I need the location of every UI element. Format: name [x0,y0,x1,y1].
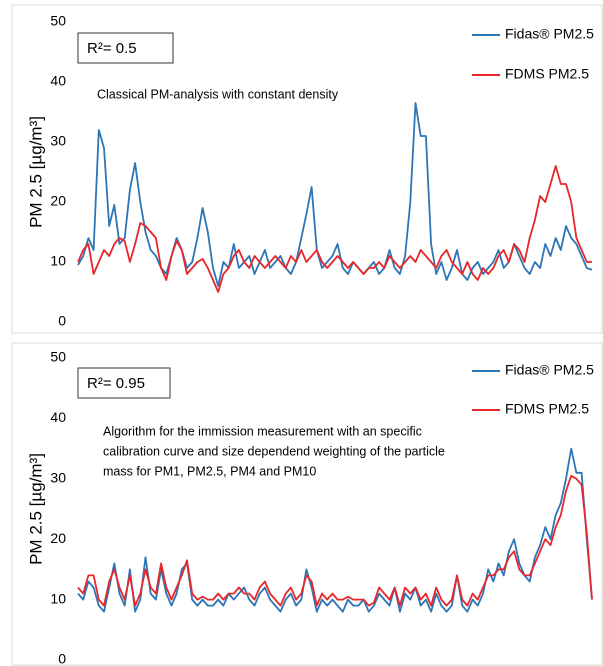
legend-label: FDMS PM2.5 [505,66,589,82]
r-squared: R²= 0.95 [87,375,145,392]
y-tick-label: 20 [50,530,66,546]
y-tick-label: 50 [50,349,66,365]
panel-frame [11,342,603,666]
legend-label: Fidas® PM2.5 [505,26,594,42]
r-squared: R²= 0.5 [87,40,137,57]
y-tick-label: 20 [50,193,66,209]
legend-label: FDMS PM2.5 [505,401,589,417]
annotation: Algorithm for the immission measurement … [103,424,422,438]
series-line [77,102,593,287]
y-axis-label: PM 2.5 [µg/m³] [26,453,45,565]
series-line [77,165,592,293]
annotation: mass for PM1, PM2.5, PM4 and PM10 [103,464,316,478]
y-tick-label: 10 [50,253,66,269]
y-tick-label: 30 [50,133,66,149]
y-tick-label: 50 [50,13,66,29]
y-tick-label: 40 [50,73,66,89]
annotation: calibration curve and size dependend wei… [103,444,445,458]
y-tick-label: 10 [50,590,66,606]
r-squared-box [77,367,171,399]
legend-label: Fidas® PM2.5 [505,362,594,378]
y-tick-label: 0 [58,313,66,329]
y-axis-label: PM 2.5 [µg/m³] [26,116,45,228]
y-tick-label: 40 [50,409,66,425]
r-squared-box [77,32,174,64]
annotation: Classical PM-analysis with constant dens… [97,87,339,101]
series-line [77,474,593,607]
y-tick-label: 0 [58,651,66,666]
panel-frame [11,4,603,334]
y-tick-label: 30 [50,470,66,486]
